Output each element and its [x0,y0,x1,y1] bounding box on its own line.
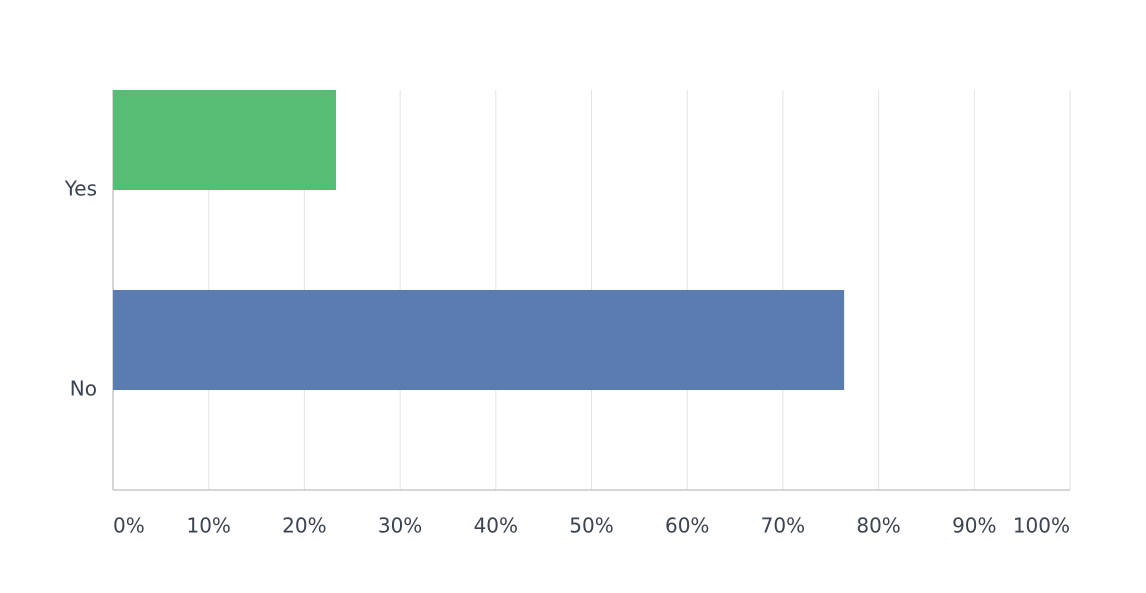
x-tick-label: 90% [952,514,996,538]
y-tick-label: No [70,377,97,401]
x-tick-label: 60% [665,514,709,538]
x-tick-label: 80% [856,514,900,538]
y-tick-label: Yes [64,177,97,201]
x-tick-label: 10% [186,514,230,538]
x-tick-label: 70% [761,514,805,538]
x-tick-label: 30% [378,514,422,538]
x-tick-label: 0% [113,514,145,538]
bar [113,90,336,190]
x-tick-label: 20% [282,514,326,538]
x-tick-label: 50% [569,514,613,538]
x-tick-label: 40% [474,514,518,538]
x-tick-label: 100% [1013,514,1070,538]
bar [113,290,845,390]
